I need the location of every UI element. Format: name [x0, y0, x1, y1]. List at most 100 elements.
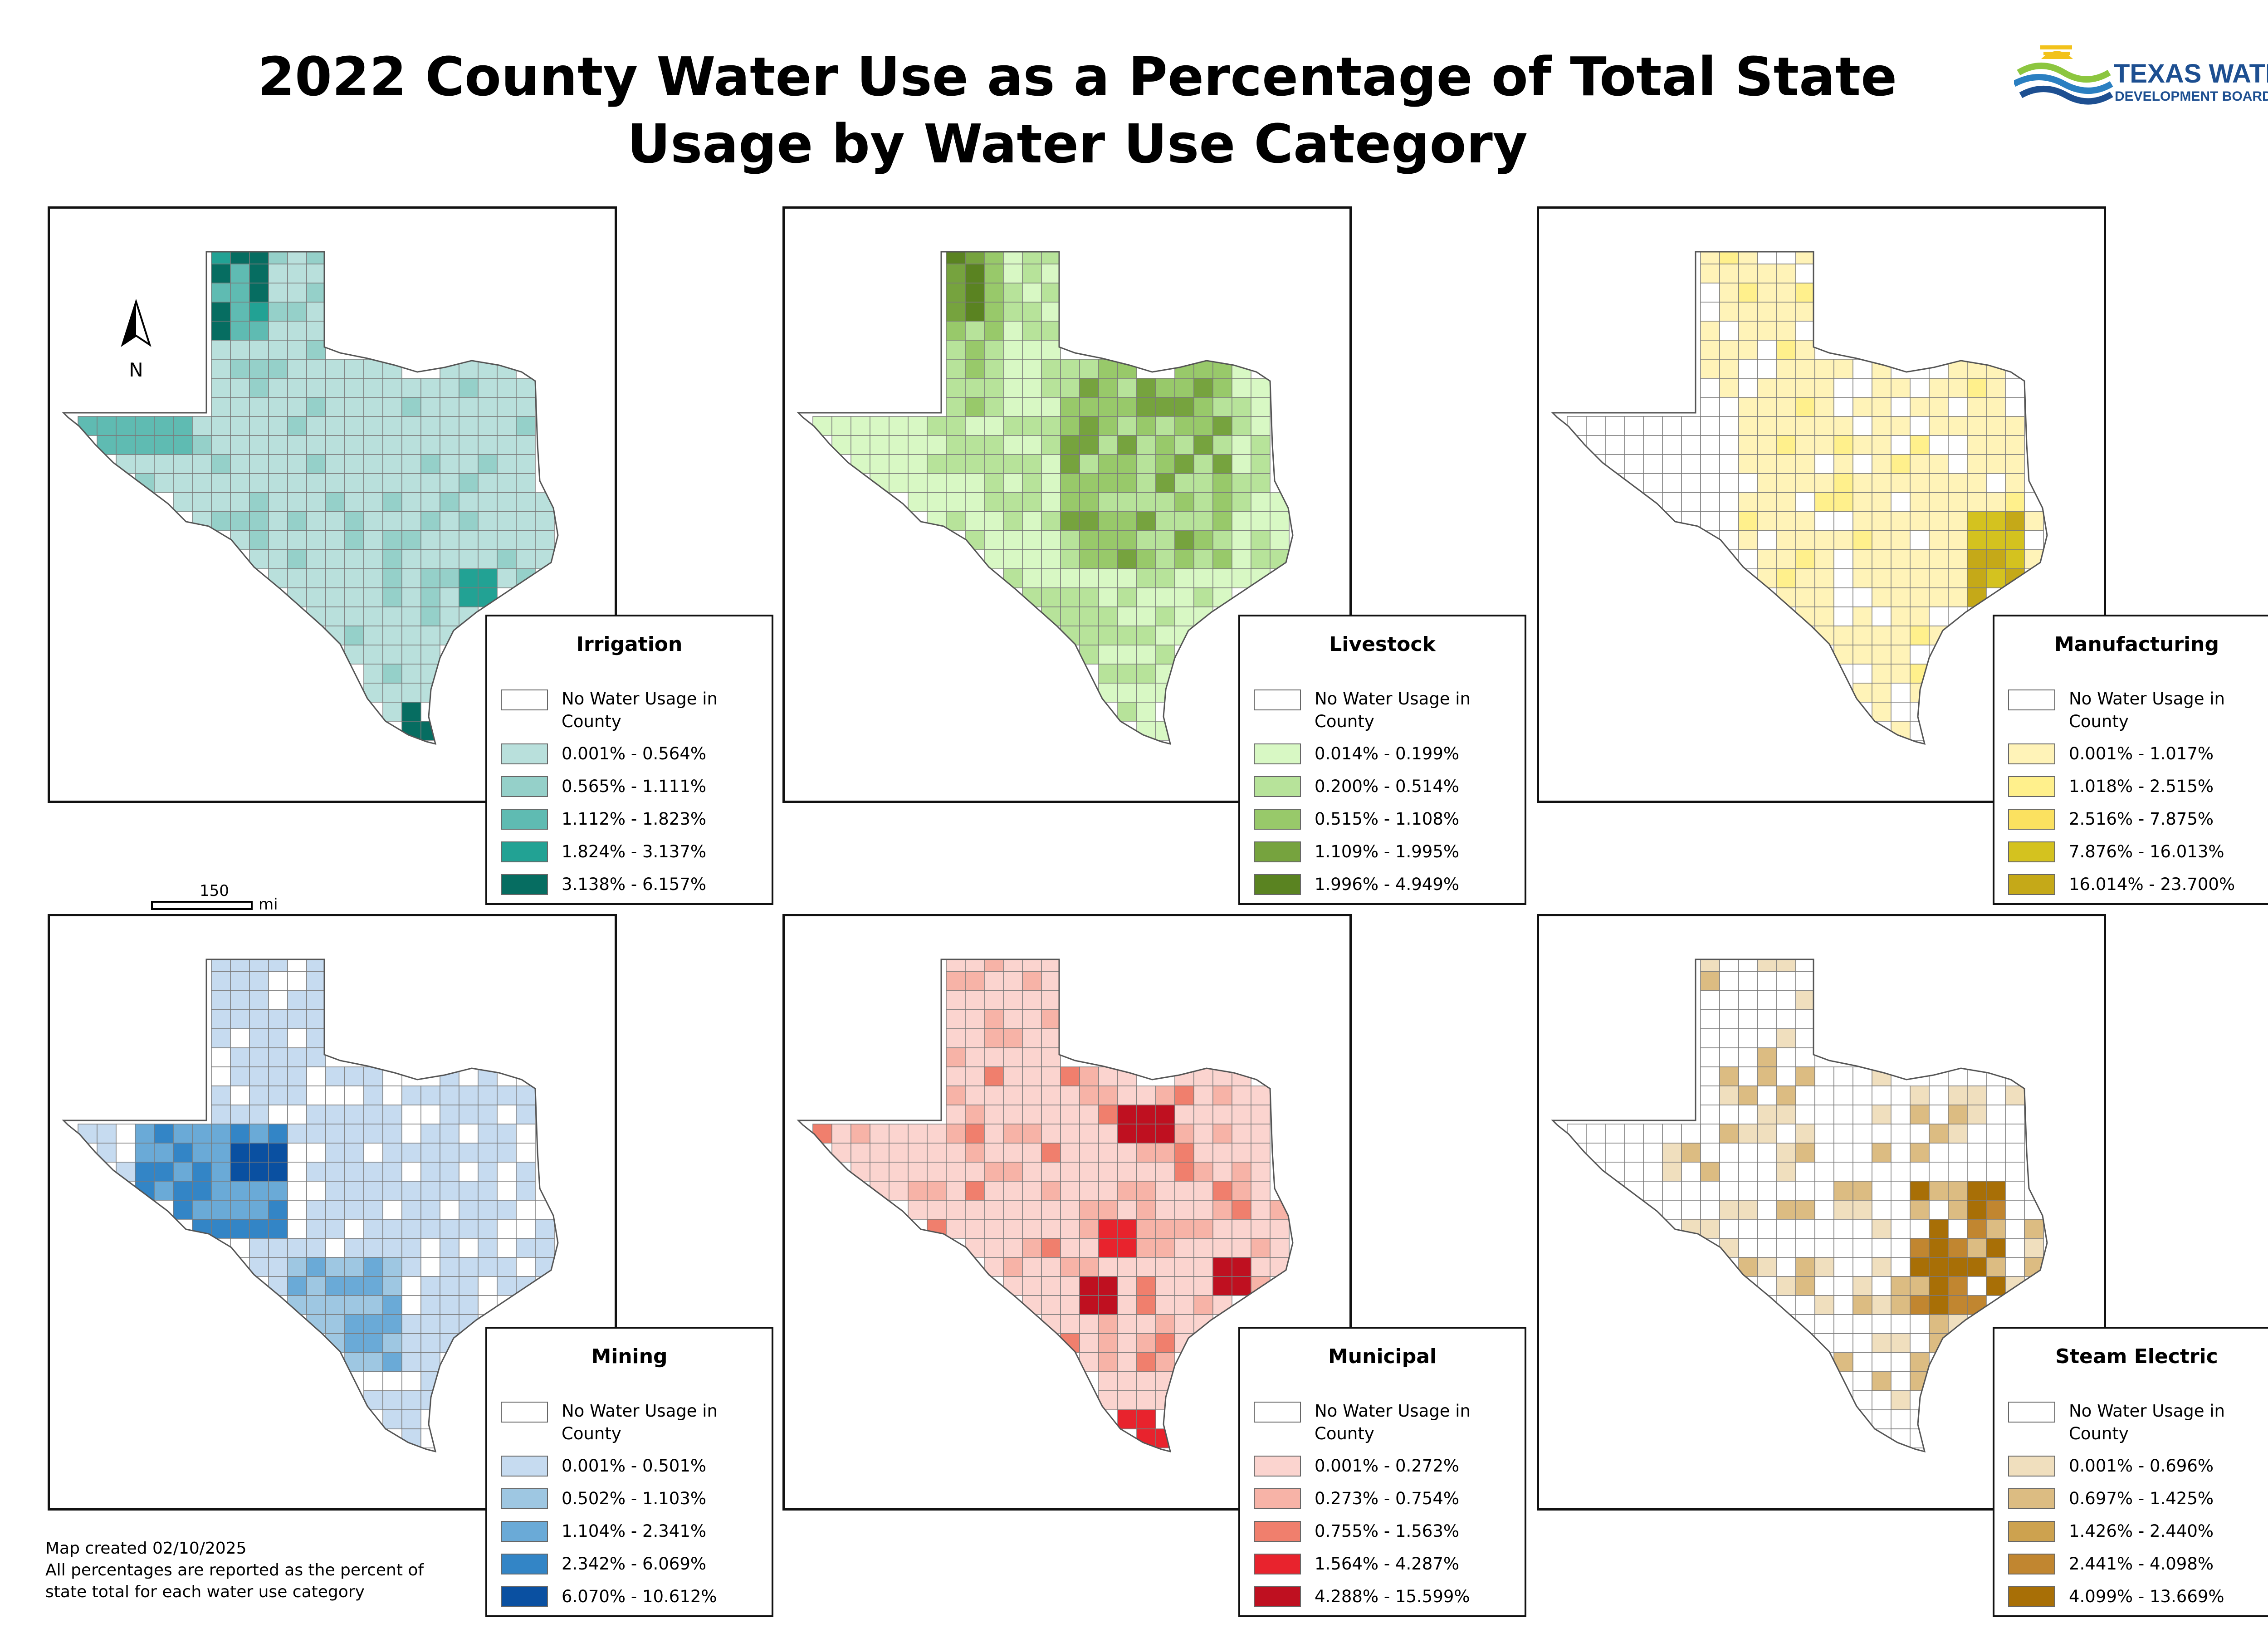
county-cell	[78, 1124, 98, 1144]
county-cell	[1155, 645, 1175, 665]
county-cell	[1948, 397, 1968, 417]
county-cell	[1251, 473, 1271, 493]
legend-swatch	[1254, 776, 1301, 797]
county-cell	[1155, 1257, 1175, 1277]
county-cell	[1910, 1162, 1930, 1182]
county-cell	[440, 1181, 459, 1201]
county-cell	[1098, 1371, 1118, 1391]
county-cell	[889, 1162, 909, 1182]
county-cell	[1967, 568, 1987, 588]
county-cell	[230, 1200, 250, 1220]
county-cell	[1251, 511, 1271, 531]
scale-bar: 150 mi	[147, 880, 338, 921]
county-cell	[1757, 416, 1777, 436]
county-cell	[154, 1162, 174, 1182]
county-cell	[1776, 959, 1796, 972]
county-cell	[1022, 435, 1042, 455]
legend-swatch	[501, 1521, 548, 1542]
county-cell	[1041, 971, 1061, 991]
county-cell	[984, 252, 1004, 264]
county-cell	[1700, 1047, 1720, 1067]
county-cell	[306, 530, 326, 550]
county-cell	[211, 1085, 231, 1105]
legend-class-row: 1.104% - 2.341%	[501, 1515, 758, 1548]
county-cell	[211, 1066, 231, 1086]
county-cell	[478, 378, 498, 398]
county-cell	[1060, 1085, 1080, 1105]
county-cell	[1795, 587, 1815, 607]
legend-swatch	[2008, 1521, 2055, 1542]
county-cell	[1003, 1066, 1023, 1086]
county-cell	[1891, 530, 1911, 550]
county-cell	[1003, 1200, 1023, 1220]
county-cell	[927, 435, 947, 455]
county-cell	[1624, 1124, 1644, 1144]
county-cell	[325, 1276, 345, 1296]
county-cell	[1853, 1295, 1872, 1315]
county-cell	[984, 1200, 1004, 1220]
county-cell	[1872, 1276, 1892, 1296]
county-cell	[230, 378, 250, 398]
county-cell	[1174, 435, 1194, 455]
county-cell	[1814, 1295, 1834, 1315]
county-cell	[459, 1105, 479, 1125]
county-cell	[401, 1276, 421, 1296]
legend-swatch	[501, 1456, 548, 1477]
county-cell	[1719, 1028, 1739, 1048]
county-cell	[1079, 626, 1099, 645]
county-cell	[1212, 454, 1232, 474]
legend-class-row: No Water Usage in County	[501, 1400, 758, 1450]
county-cell	[1098, 1181, 1118, 1201]
county-cell	[268, 264, 288, 284]
county-cell	[363, 1314, 383, 1334]
county-cell	[325, 1257, 345, 1277]
county-cell	[1872, 645, 1892, 665]
county-cell	[1700, 302, 1720, 322]
county-cell	[306, 549, 326, 569]
county-cell	[230, 959, 250, 972]
county-cell	[1681, 454, 1701, 474]
county-cell	[984, 283, 1004, 303]
county-cell	[1853, 549, 1872, 569]
county-cell	[1795, 1276, 1815, 1296]
county-cell	[1098, 549, 1118, 569]
county-cell	[325, 1124, 345, 1144]
county-cell	[173, 454, 193, 474]
county-cell	[965, 1143, 985, 1163]
county-cell	[287, 1105, 307, 1125]
county-cell	[1929, 1219, 1949, 1239]
county-cell	[1003, 1238, 1023, 1258]
county-cell	[1853, 626, 1872, 645]
county-cell	[440, 530, 459, 550]
county-cell	[1910, 1295, 1930, 1315]
county-cell	[889, 1143, 909, 1163]
legend-class-label: 0.001% - 0.696%	[2069, 1456, 2214, 1476]
county-cell	[2005, 416, 2025, 436]
county-cell	[1643, 454, 1663, 474]
county-cell	[230, 340, 250, 360]
county-cell	[1967, 1276, 1987, 1296]
county-cell	[287, 1238, 307, 1258]
county-cell	[946, 378, 966, 398]
county-cell	[459, 1066, 479, 1086]
county-cell	[1757, 378, 1777, 398]
county-cell	[1624, 1143, 1644, 1163]
county-cell	[1795, 1181, 1815, 1201]
legend-class-label: 1.426% - 2.440%	[2069, 1521, 2214, 1541]
county-cell	[420, 530, 440, 550]
county-cell	[984, 1238, 1004, 1258]
county-cell	[382, 473, 402, 493]
county-cell	[382, 1314, 402, 1334]
legend-class-row: 0.755% - 1.563%	[1254, 1515, 1511, 1548]
county-cell	[1795, 252, 1815, 264]
county-cell	[1232, 1219, 1251, 1239]
county-cell	[1738, 359, 1758, 379]
county-cell	[497, 435, 517, 455]
county-cell	[1853, 1085, 1872, 1105]
county-cell	[344, 473, 364, 493]
county-cell	[946, 1143, 966, 1163]
county-cell	[401, 511, 421, 531]
county-cell	[1814, 1124, 1834, 1144]
legend-class-label: 2.441% - 4.098%	[2069, 1554, 2214, 1574]
county-cell	[1155, 1162, 1175, 1182]
